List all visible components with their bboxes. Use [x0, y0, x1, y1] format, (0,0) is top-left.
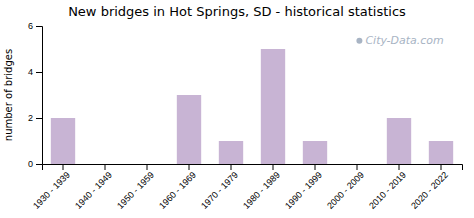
bar: [303, 141, 327, 164]
y-tick: 2: [28, 113, 42, 123]
x-tick: 1930 - 1939: [31, 164, 72, 211]
x-tick: 1970 - 1979: [199, 164, 240, 211]
y-tick-mark: [36, 72, 42, 73]
y-tick-label: 2: [28, 113, 33, 123]
x-tick-mark: [63, 164, 64, 170]
x-tick-mark: [147, 164, 148, 170]
y-axis: 0 2 4 6: [28, 21, 43, 169]
x-tick-mark: [231, 164, 232, 170]
chart-svg: 0 2 4 6 1930 - 19391940 - 19491950 - 1959196…: [0, 0, 474, 218]
chart-title: New bridges in Hot Springs, SD - histori…: [68, 4, 406, 19]
x-tick: 1950 - 1959: [115, 164, 156, 211]
x-tick: 1940 - 1949: [73, 164, 114, 211]
y-tick: 0: [28, 159, 42, 169]
x-tick-label: 2000 - 2009: [325, 170, 366, 211]
y-axis-title: number of bridges: [3, 49, 14, 141]
bar: [93, 164, 117, 165]
y-tick-mark: [36, 26, 42, 27]
x-tick-label: 2010 - 2019: [367, 170, 408, 211]
x-axis: 1930 - 19391940 - 19491950 - 19591960 - …: [31, 164, 462, 211]
x-tick-mark: [315, 164, 316, 170]
x-tick-label: 1990 - 1999: [283, 170, 324, 211]
bar: [429, 141, 453, 164]
x-tick-mark: [441, 164, 442, 170]
watermark-dot: [356, 38, 362, 44]
x-tick: 2020 - 2022: [409, 164, 450, 211]
x-tick-label: 1980 - 1989: [241, 170, 282, 211]
x-tick-mark: [273, 164, 274, 170]
x-tick-mark: [105, 164, 106, 170]
bar: [261, 49, 285, 164]
watermark: City-Data.com: [365, 34, 443, 47]
plot-area: 0 2 4 6 1930 - 19391940 - 19491950 - 1959196…: [28, 21, 463, 210]
y-tick-label: 4: [28, 67, 33, 77]
x-tick-label: 1940 - 1949: [73, 170, 114, 211]
y-tick-label: 0: [28, 159, 33, 169]
x-tick-mark: [189, 164, 190, 170]
x-tick: 1980 - 1989: [241, 164, 282, 211]
y-tick: 6: [28, 21, 42, 31]
x-tick-label: 2020 - 2022: [409, 170, 450, 211]
y-tick: 4: [28, 67, 42, 77]
bars: [51, 49, 453, 164]
x-tick: 1960 - 1969: [157, 164, 198, 211]
bar: [177, 95, 201, 164]
bar: [219, 141, 243, 164]
bar: [345, 164, 369, 165]
x-tick-mark: [357, 164, 358, 170]
x-tick: 2000 - 2009: [325, 164, 366, 211]
x-tick-label: 1950 - 1959: [115, 170, 156, 211]
y-tick-mark: [36, 164, 42, 165]
x-tick: 1990 - 1999: [283, 164, 324, 211]
y-axis-line: [36, 27, 43, 165]
x-axis-line: [43, 165, 463, 171]
x-tick-label: 1930 - 1939: [31, 170, 72, 211]
x-tick: 2010 - 2019: [367, 164, 408, 211]
y-tick-mark: [36, 118, 42, 119]
bar: [51, 118, 75, 164]
y-tick-label: 6: [28, 21, 33, 31]
x-tick-label: 1970 - 1979: [199, 170, 240, 211]
bar: [387, 118, 411, 164]
bar: [135, 164, 159, 165]
x-tick-label: 1960 - 1969: [157, 170, 198, 211]
x-tick-mark: [399, 164, 400, 170]
chart-container: 0 2 4 6 1930 - 19391940 - 19491950 - 1959196…: [0, 0, 474, 218]
